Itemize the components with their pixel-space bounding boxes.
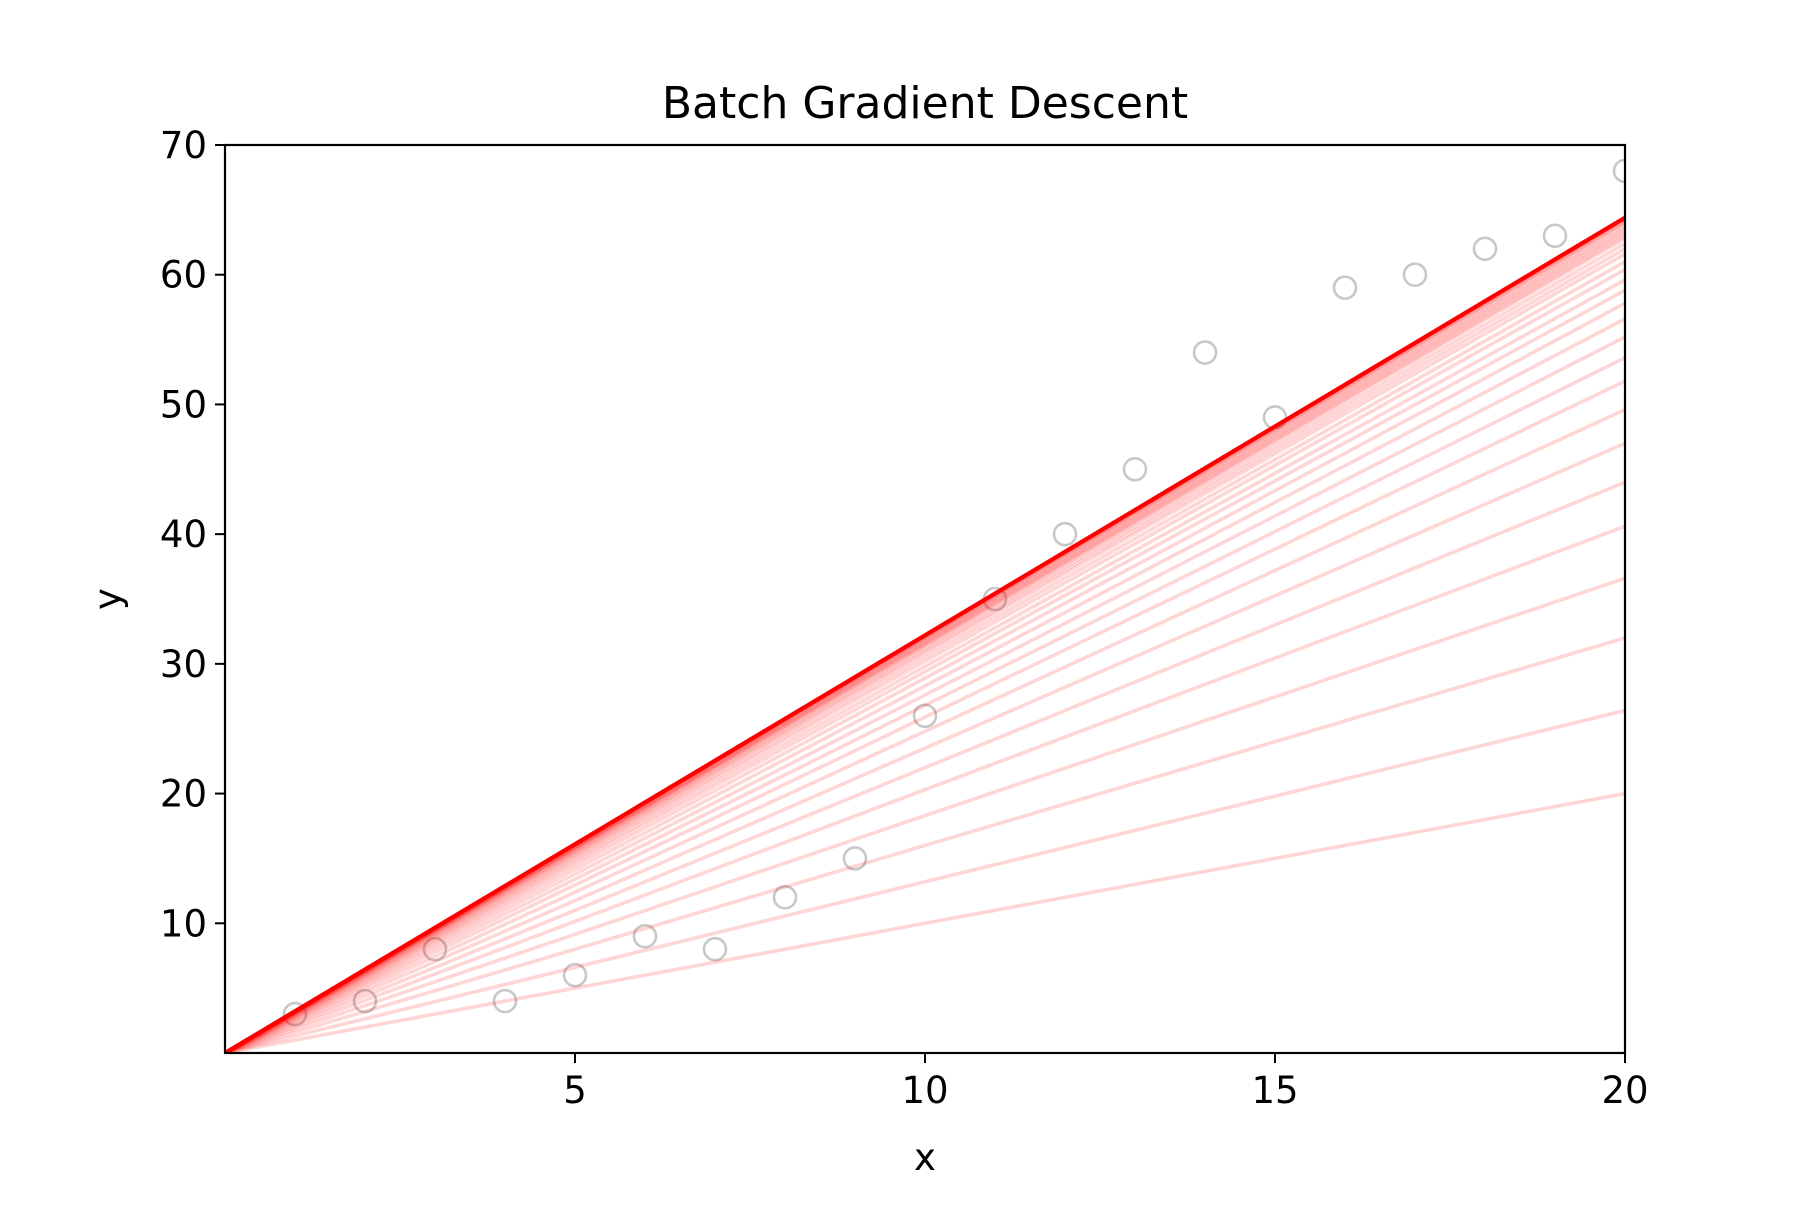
data-point: [1192, 340, 1218, 365]
data-point: [1122, 456, 1148, 482]
plot-frame: [223, 143, 1627, 1055]
data-point: [1472, 236, 1498, 262]
fit-line-iteration: [225, 301, 1625, 1053]
data-point: [702, 936, 728, 962]
data-point: [842, 846, 868, 871]
y-tick-label: 50: [160, 383, 207, 426]
chart-title: Batch Gradient Descent: [662, 78, 1188, 129]
fit-line-iteration: [225, 234, 1625, 1053]
fit-line-iteration: [225, 441, 1625, 1053]
y-tick-label: 40: [160, 513, 207, 556]
fit-line-iteration: [225, 576, 1625, 1053]
data-point: [632, 923, 658, 949]
data-point: [422, 936, 448, 962]
fit-line-iteration: [225, 260, 1625, 1053]
data-point: [562, 962, 588, 988]
fit-line-iteration: [225, 480, 1625, 1053]
x-axis-label: x: [914, 1136, 936, 1179]
x-tick-label: 10: [901, 1069, 948, 1112]
fit-line-iteration: [225, 236, 1625, 1053]
fit-line-iteration: [225, 242, 1625, 1053]
data-point: [1542, 223, 1568, 249]
axis-ticks: 5 10 15 20 10 20 30 40 50 60 70: [160, 124, 1649, 1112]
fit-line-final: [225, 215, 1625, 1053]
fit-line-iteration: [225, 636, 1625, 1053]
y-tick-label: 10: [160, 902, 207, 945]
y-tick-label: 70: [160, 124, 207, 167]
y-tick-label: 30: [160, 643, 207, 686]
data-point: [1612, 158, 1625, 184]
plot-area: [225, 158, 1625, 1053]
y-axis-label: y: [86, 588, 129, 610]
y-tick-label: 20: [160, 773, 207, 816]
fit-line-iteration: [225, 356, 1625, 1053]
fit-line-iteration: [225, 231, 1625, 1053]
fit-line-iteration: [225, 317, 1625, 1053]
data-point: [1332, 275, 1358, 300]
fit-line-iteration: [225, 278, 1625, 1053]
x-tick-label: 15: [1251, 1069, 1298, 1112]
fit-line-iteration: [225, 252, 1625, 1053]
y-tick-label: 60: [160, 254, 207, 297]
data-point: [492, 988, 518, 1014]
fit-line-iteration: [225, 379, 1625, 1053]
fit-line-iteration: [225, 524, 1625, 1053]
data-point: [352, 988, 378, 1014]
data-point: [1402, 262, 1428, 288]
data-point: [1052, 521, 1078, 547]
x-tick-label: 5: [563, 1069, 587, 1112]
data-point: [912, 703, 938, 729]
fit-line-iteration: [225, 288, 1625, 1053]
fit-line-iteration: [225, 791, 1625, 1053]
fit-line-iteration: [225, 267, 1625, 1053]
x-tick-label: 20: [1601, 1069, 1648, 1112]
fit-line-iteration: [225, 335, 1625, 1053]
fit-line-iteration: [225, 407, 1625, 1053]
fit-line-iteration: [225, 247, 1625, 1053]
fit-line-iteration: [225, 708, 1625, 1053]
data-point: [772, 885, 798, 910]
data-point: [282, 1001, 308, 1027]
